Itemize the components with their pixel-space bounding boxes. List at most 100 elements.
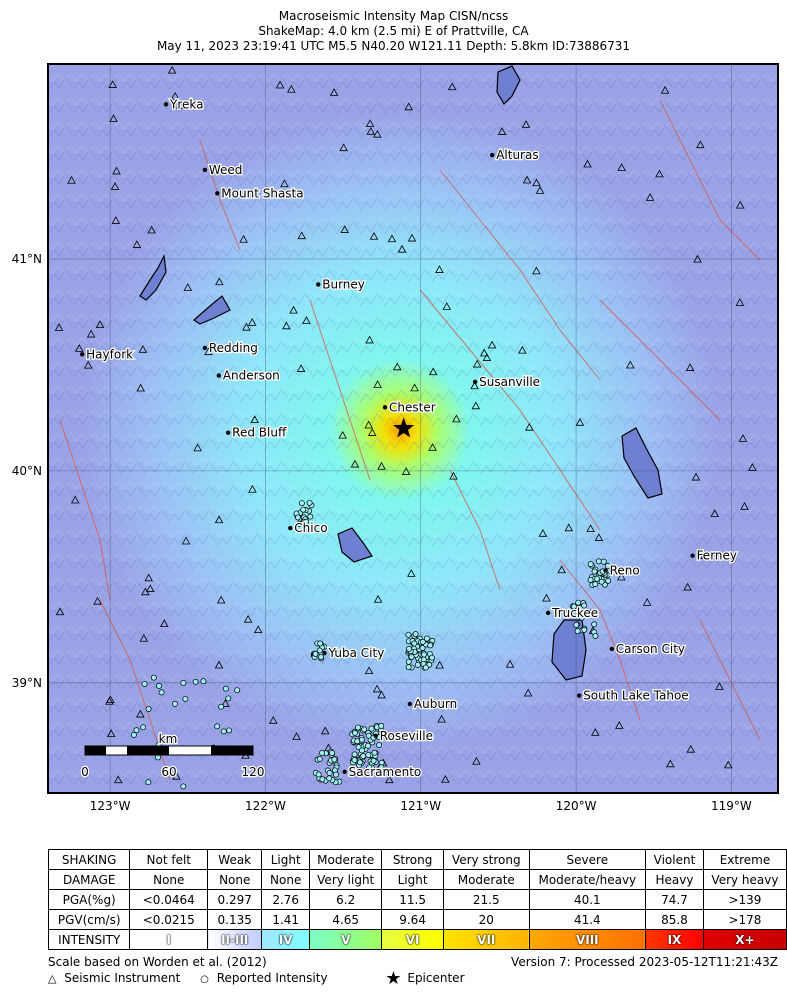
station-marker (384, 775, 394, 784)
report-marker (352, 730, 358, 736)
city-dot (609, 646, 615, 652)
station-marker (247, 318, 257, 326)
report-marker (206, 801, 211, 806)
city-label: Chico (294, 521, 327, 535)
report-marker (169, 815, 174, 820)
report-marker (238, 816, 243, 821)
station-marker (442, 302, 452, 310)
station-marker (221, 699, 230, 707)
station-marker (523, 688, 533, 697)
report-marker (405, 658, 412, 665)
station-marker (248, 484, 257, 493)
legend-cell: 11.5 (381, 889, 444, 910)
station-marker (275, 80, 285, 89)
station-marker (693, 254, 702, 263)
city-dot (382, 405, 388, 410)
station-marker (95, 320, 105, 328)
station-marker (441, 774, 450, 783)
version-note: Version 7: Processed 2023-05-12T11:21:43… (511, 955, 778, 969)
city-label: Weed (209, 163, 243, 177)
city-dot (202, 167, 208, 173)
report-marker (234, 687, 241, 694)
report-marker (357, 759, 363, 766)
station-marker (108, 80, 118, 88)
lat-tick-label: 41°N (12, 252, 42, 266)
station-marker (487, 340, 497, 349)
legend-cell: <0.0464 (129, 889, 209, 910)
report-marker (605, 577, 612, 584)
city-label: Redding (209, 341, 258, 355)
legend-cell: <0.0215 (129, 909, 209, 930)
station-marker (505, 659, 515, 668)
legend-cell: Not felt (129, 849, 209, 870)
report-marker (587, 561, 594, 568)
report-marker (354, 738, 361, 745)
report-marker (319, 750, 325, 756)
station-marker (110, 182, 120, 190)
station-marker (397, 244, 407, 253)
station-marker (617, 572, 626, 581)
report-marker (296, 520, 303, 527)
report-marker (145, 779, 152, 786)
station-marker (738, 434, 748, 442)
station-marker (172, 771, 181, 780)
city-dot (342, 769, 347, 775)
station-marker (437, 714, 446, 723)
station-marker (136, 383, 145, 392)
station-marker (320, 726, 330, 735)
station-marker (748, 463, 757, 471)
legend-row-label: PGA(%g) (47, 889, 131, 910)
station-marker (214, 660, 224, 669)
legend-cell: 0.297 (207, 889, 263, 910)
station-marker (340, 225, 349, 233)
station-marker (535, 186, 545, 194)
station-marker (683, 582, 692, 591)
map-title: Macroseismic Intensity Map CISN/ncss Sha… (0, 9, 787, 54)
intensity-row: INTENSITY I II-III IV V VI VII VIII IX X+ (47, 929, 787, 950)
station-marker (289, 305, 298, 314)
axis-labels: 41°N 40°N 39°N 123°W 122°W 121°W 120°W 119°W (12, 252, 752, 813)
legend-cell: Moderate/heavy (528, 869, 647, 890)
city-dot (163, 102, 169, 107)
triangle-icon: △ (48, 972, 57, 985)
station-marker (532, 266, 541, 275)
report-marker (318, 654, 324, 661)
lon-tick-label: 120°W (556, 799, 597, 813)
station-marker (373, 129, 382, 138)
report-marker (405, 664, 412, 671)
scale-bar-tick: 0 (81, 765, 89, 779)
report-marker (220, 728, 227, 735)
city-label: Alturas (496, 148, 538, 162)
station-marker (111, 216, 121, 224)
lon-tick-label: 122°W (245, 799, 286, 813)
report-marker (300, 506, 307, 513)
city-label: Reno (610, 563, 640, 577)
report-marker (592, 581, 599, 588)
city-dot (407, 701, 413, 707)
station-marker (435, 265, 444, 273)
symbol-key: △ Seismic Instrument ○ Reported Intensit… (48, 968, 748, 989)
station-marker (181, 536, 191, 545)
report-marker (158, 689, 165, 696)
station-marker (615, 721, 624, 729)
star-icon: ★ (385, 968, 402, 989)
legend-cell: 20 (442, 909, 530, 930)
city-dot (322, 650, 327, 656)
legend-cell: None (207, 869, 263, 890)
station-marker (83, 360, 93, 369)
intensity-swatch: IV (261, 929, 311, 950)
report-marker (427, 642, 434, 649)
report-marker (307, 513, 314, 520)
city-label: Burney (322, 277, 365, 291)
station-marker (590, 728, 600, 736)
station-marker (339, 143, 348, 152)
station-marker (250, 415, 260, 424)
title-line-2: ShakeMap: 4.0 km (2.5 mi) E of Prattvill… (258, 24, 529, 38)
title-line-3: May 11, 2023 23:19:41 UTC M5.5 N40.20 W1… (156, 39, 631, 53)
station-marker (105, 696, 114, 705)
city-dot (288, 525, 293, 531)
station-marker (214, 515, 224, 524)
station-marker (617, 163, 626, 171)
station-marker (685, 363, 695, 371)
report-marker (298, 500, 305, 507)
